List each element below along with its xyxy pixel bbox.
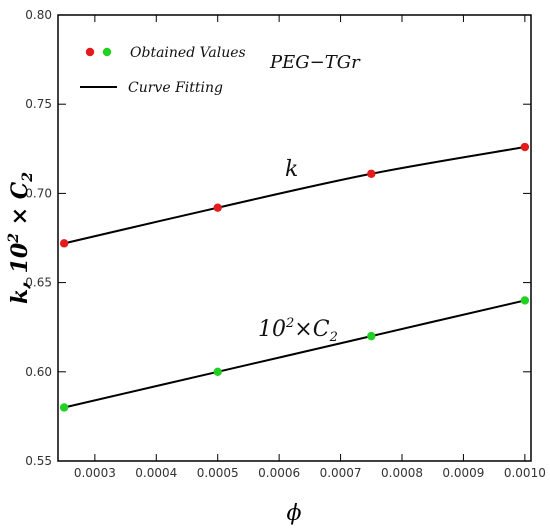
x-tick-label: 0.0005 bbox=[197, 466, 239, 480]
legend-label-curve-fitting: Curve Fitting bbox=[128, 80, 223, 96]
material-annotation: PEG−TGr bbox=[269, 52, 361, 73]
legend-label-obtained: Obtained Values bbox=[130, 45, 246, 61]
data-point-k bbox=[59, 239, 69, 248]
x-axis-label: ϕ bbox=[287, 501, 302, 526]
data-points bbox=[59, 142, 530, 412]
y-tick-label: 0.60 bbox=[25, 365, 52, 379]
x-tick-label: 0.0003 bbox=[74, 466, 116, 480]
y-axis: 0.55 0.60 0.65 0.70 0.75 0.80 bbox=[25, 8, 531, 468]
data-point-c2 bbox=[367, 331, 376, 341]
plot-frame bbox=[57, 14, 532, 462]
data-point-k bbox=[367, 169, 376, 178]
y-tick-label: 0.80 bbox=[25, 8, 52, 22]
legend-marker-green bbox=[102, 47, 112, 57]
x-tick-label: 0.0010 bbox=[504, 466, 546, 480]
y-axis-label: k, 102 × C2 bbox=[6, 172, 36, 304]
data-point-k bbox=[213, 203, 222, 212]
data-point-k bbox=[520, 142, 530, 152]
curve-label-c2: 102×C2 bbox=[258, 316, 338, 345]
x-tick-label: 0.0009 bbox=[442, 466, 484, 480]
x-tick-label: 0.0007 bbox=[320, 466, 362, 480]
x-axis: 0.0003 0.0004 0.0005 0.0006 0.0007 0.0008 0.00… bbox=[74, 15, 546, 480]
y-tick-label: 0.70 bbox=[25, 186, 52, 200]
y-tick-label: 0.65 bbox=[25, 276, 52, 290]
data-point-c2 bbox=[213, 367, 222, 376]
legend-marker-red bbox=[85, 47, 95, 57]
fit-curve-k bbox=[63, 146, 526, 245]
legend: Obtained Values Curve Fitting bbox=[80, 45, 246, 96]
x-tick-label: 0.0004 bbox=[135, 466, 177, 480]
fitted-curves bbox=[63, 146, 526, 409]
data-point-c2 bbox=[59, 403, 69, 412]
curve-label-k: k bbox=[285, 157, 298, 182]
x-tick-label: 0.0006 bbox=[258, 466, 300, 480]
data-point-c2 bbox=[520, 296, 530, 305]
x-tick-label: 0.0008 bbox=[381, 466, 423, 480]
y-tick-label: 0.55 bbox=[25, 454, 52, 468]
fit-curve-c2 bbox=[63, 299, 526, 409]
y-tick-label: 0.75 bbox=[25, 97, 52, 111]
